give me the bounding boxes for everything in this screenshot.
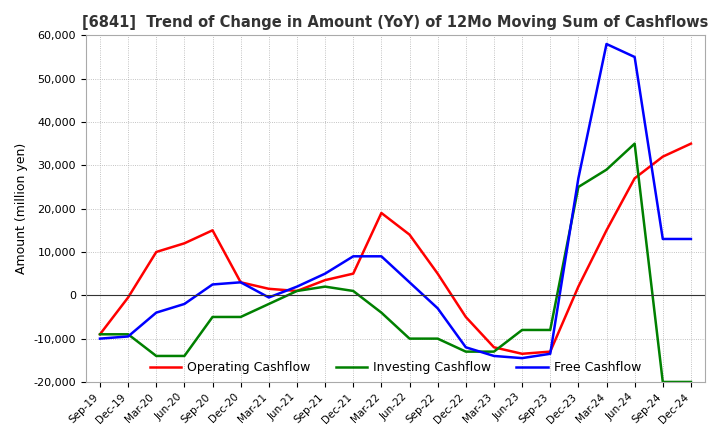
Title: [6841]  Trend of Change in Amount (YoY) of 12Mo Moving Sum of Cashflows: [6841] Trend of Change in Amount (YoY) o… [82, 15, 708, 30]
Investing Cashflow [321, 284, 330, 289]
Free Cashflow [630, 55, 639, 60]
Investing Cashflow [602, 167, 611, 172]
Operating Cashflow [574, 284, 582, 289]
Free Cashflow [264, 295, 273, 300]
Investing Cashflow [630, 141, 639, 146]
Operating Cashflow [546, 349, 554, 354]
Legend: Operating Cashflow, Investing Cashflow, Free Cashflow: Operating Cashflow, Investing Cashflow, … [145, 356, 646, 379]
Operating Cashflow [96, 332, 104, 337]
Free Cashflow [574, 176, 582, 181]
Operating Cashflow [659, 154, 667, 159]
Free Cashflow [208, 282, 217, 287]
Investing Cashflow [292, 288, 301, 293]
Free Cashflow [321, 271, 330, 276]
Free Cashflow [687, 236, 696, 242]
Free Cashflow [292, 284, 301, 289]
Free Cashflow [96, 336, 104, 341]
Operating Cashflow [687, 141, 696, 146]
Y-axis label: Amount (million yen): Amount (million yen) [15, 143, 28, 274]
Free Cashflow [124, 334, 132, 339]
Investing Cashflow [546, 327, 554, 333]
Investing Cashflow [490, 349, 498, 354]
Investing Cashflow [574, 184, 582, 190]
Free Cashflow [433, 306, 442, 311]
Free Cashflow [518, 356, 526, 361]
Investing Cashflow [687, 379, 696, 385]
Free Cashflow [490, 353, 498, 359]
Investing Cashflow [264, 301, 273, 307]
Free Cashflow [180, 301, 189, 307]
Free Cashflow [602, 41, 611, 47]
Operating Cashflow [630, 176, 639, 181]
Operating Cashflow [180, 241, 189, 246]
Operating Cashflow [490, 345, 498, 350]
Investing Cashflow [96, 332, 104, 337]
Operating Cashflow [349, 271, 358, 276]
Investing Cashflow [377, 310, 386, 315]
Operating Cashflow [433, 271, 442, 276]
Investing Cashflow [462, 349, 470, 354]
Investing Cashflow [152, 353, 161, 359]
Free Cashflow [659, 236, 667, 242]
Operating Cashflow [321, 278, 330, 283]
Free Cashflow [405, 280, 414, 285]
Operating Cashflow [124, 295, 132, 300]
Investing Cashflow [236, 314, 245, 319]
Investing Cashflow [208, 314, 217, 319]
Investing Cashflow [124, 332, 132, 337]
Operating Cashflow [462, 314, 470, 319]
Line: Free Cashflow: Free Cashflow [100, 44, 691, 358]
Operating Cashflow [377, 210, 386, 216]
Operating Cashflow [518, 351, 526, 356]
Free Cashflow [152, 310, 161, 315]
Operating Cashflow [405, 232, 414, 237]
Operating Cashflow [152, 249, 161, 255]
Investing Cashflow [405, 336, 414, 341]
Line: Operating Cashflow: Operating Cashflow [100, 143, 691, 354]
Free Cashflow [377, 254, 386, 259]
Operating Cashflow [236, 280, 245, 285]
Investing Cashflow [180, 353, 189, 359]
Investing Cashflow [659, 379, 667, 385]
Operating Cashflow [208, 227, 217, 233]
Investing Cashflow [433, 336, 442, 341]
Free Cashflow [349, 254, 358, 259]
Free Cashflow [546, 351, 554, 356]
Operating Cashflow [292, 288, 301, 293]
Investing Cashflow [349, 288, 358, 293]
Line: Investing Cashflow: Investing Cashflow [100, 143, 691, 382]
Operating Cashflow [264, 286, 273, 291]
Free Cashflow [236, 280, 245, 285]
Free Cashflow [462, 345, 470, 350]
Investing Cashflow [518, 327, 526, 333]
Operating Cashflow [602, 227, 611, 233]
